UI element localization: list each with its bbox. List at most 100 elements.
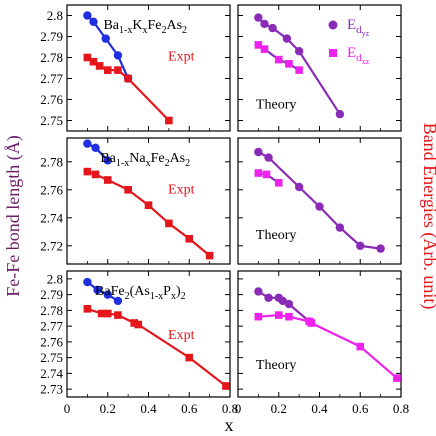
data-point: [103, 176, 112, 184]
expt-label: Expt: [168, 49, 195, 64]
y-tick-label: 2.78: [40, 50, 63, 65]
data-point: [103, 290, 112, 299]
x-tick-label: 0: [64, 401, 71, 416]
x-tick-label: 0.8: [393, 401, 409, 416]
data-point: [93, 285, 102, 295]
data-point: [95, 62, 104, 70]
data-point: [103, 156, 112, 165]
compound-label: BaFe2(As1-xPx)2: [95, 284, 186, 302]
data-point: [101, 34, 110, 43]
data-point: [134, 320, 143, 329]
data-point: [185, 353, 194, 362]
y-tick-label: 2.8: [47, 271, 63, 286]
compound-text: Na: [129, 151, 146, 166]
data-point: [356, 342, 365, 351]
data-point: [285, 60, 293, 68]
series-line: [86, 281, 119, 302]
data-point: [83, 53, 92, 62]
compound-text: ): [176, 284, 181, 299]
data-point: [335, 110, 345, 119]
data-point: [165, 219, 173, 228]
data-point: [268, 23, 277, 33]
data-point: [103, 309, 112, 318]
compound-text: Fe: [151, 151, 165, 166]
compound-text: (As: [130, 284, 150, 299]
legend-marker: [328, 20, 338, 30]
legend-symbol: E: [347, 17, 356, 33]
data-point: [376, 244, 385, 253]
data-point: [83, 11, 92, 20]
theory-label: Theory: [256, 97, 296, 112]
compound-subscript: x: [171, 291, 176, 302]
data-point: [282, 34, 292, 43]
compound-text: BaFe: [95, 284, 125, 299]
data-point: [260, 19, 269, 29]
data-point: [254, 312, 263, 321]
data-point: [294, 47, 304, 56]
data-point: [264, 153, 273, 162]
data-point: [274, 55, 283, 64]
data-point: [165, 116, 173, 125]
y-tick-label: 2.75: [40, 113, 63, 128]
data-point: [274, 311, 283, 319]
legend-sub-subscript: xz: [362, 57, 370, 66]
y-tick-label: 2.74: [40, 366, 63, 381]
data-point: [97, 309, 106, 318]
data-point: [294, 182, 304, 192]
data-point: [89, 57, 98, 66]
data-point: [114, 66, 122, 74]
y-tick-label: 2.78: [40, 303, 63, 318]
data-point: [205, 251, 214, 260]
data-point: [114, 311, 122, 319]
x-tick-label: 0.8: [222, 401, 238, 416]
x-tick-label: 0.6: [352, 401, 369, 416]
data-point: [285, 312, 293, 321]
legend-sub-subscript: yz: [362, 29, 370, 38]
compound-subscript: 2: [165, 158, 170, 169]
theory-label: Theory: [256, 228, 296, 243]
y-tick-label: 2.74: [40, 210, 63, 225]
data-point: [335, 223, 345, 232]
data-point: [124, 186, 132, 194]
compound-label: Ba1-xNaxFe2As2: [100, 151, 190, 169]
compound-text: Ba: [100, 151, 116, 166]
y-tick-label: 2.73: [40, 382, 63, 397]
y-tick-label: 2.75: [40, 350, 63, 365]
compound-subscript: x: [146, 158, 151, 169]
y-tick-label: 2.8: [47, 8, 63, 23]
panels: 2.752.762.772.782.792.8Ba1-xKxFe2As2Expt…: [40, 4, 409, 416]
data-point: [315, 202, 324, 211]
data-point: [254, 41, 263, 49]
panel-bottom-right: 0 0.2 0.4 0.6 0.8 Theory: [235, 270, 409, 416]
y-tick-label: 2.76: [40, 92, 63, 107]
compound-text: K: [132, 18, 142, 33]
data-point: [91, 143, 100, 152]
data-point: [264, 293, 273, 302]
data-point: [91, 170, 100, 179]
data-point: [144, 201, 153, 209]
compound-text: Fe: [147, 18, 161, 33]
data-point: [254, 147, 263, 157]
data-point: [185, 235, 194, 243]
data-point: [260, 45, 269, 53]
compound-text: P: [163, 284, 171, 299]
compound-subscript: 2: [185, 158, 190, 169]
data-point: [83, 139, 92, 148]
compound-text: As: [166, 18, 182, 33]
x-tick-label: 0.2: [271, 401, 287, 416]
y-tick-label: 2.77: [40, 71, 63, 86]
compound-subscript: 2: [182, 25, 187, 36]
x-tick-label: 0.4: [311, 401, 328, 416]
data-point: [295, 66, 303, 74]
x-tick-label: 0.2: [100, 401, 116, 416]
data-point: [254, 169, 263, 177]
y-tick-label: 2.78: [40, 154, 63, 169]
data-point: [89, 17, 98, 26]
compound-subscript: 1-x: [119, 25, 132, 36]
data-point: [83, 277, 92, 287]
legend-label: Edxz: [347, 45, 370, 66]
